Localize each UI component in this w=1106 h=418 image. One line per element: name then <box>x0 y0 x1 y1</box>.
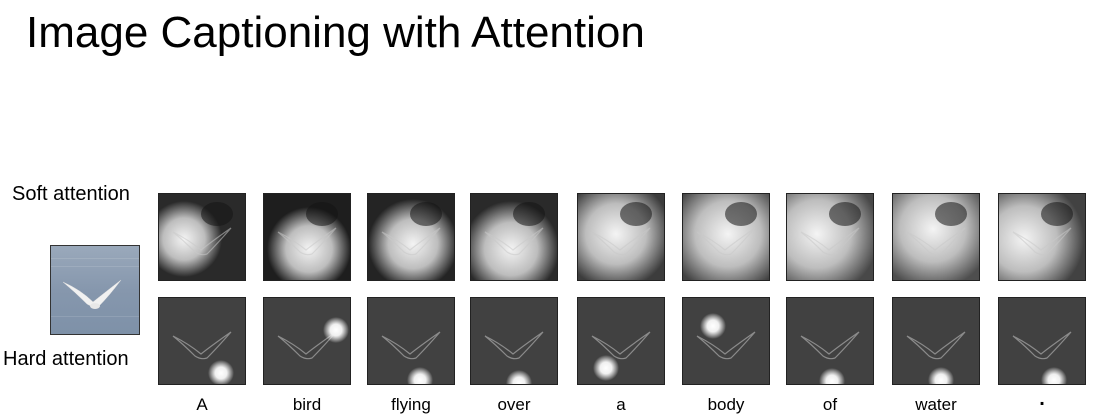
hard-attention-map <box>786 297 874 385</box>
hard-attention-map <box>892 297 980 385</box>
caption-word: a <box>616 395 626 414</box>
caption-word: of <box>822 395 838 414</box>
caption-word: flying <box>391 395 431 414</box>
caption-word: over <box>497 395 531 414</box>
caption-word: water <box>915 395 957 414</box>
caption-word: A <box>196 395 208 414</box>
soft-attention-map <box>892 193 980 281</box>
caption-word: bird <box>292 395 322 414</box>
hard-attention-map <box>998 297 1086 385</box>
soft-attention-map <box>998 193 1086 281</box>
soft-attention-map <box>263 193 351 281</box>
soft-attention-map <box>367 193 455 281</box>
soft-attention-map <box>786 193 874 281</box>
soft-attention-map <box>158 193 246 281</box>
hard-attention-map <box>682 297 770 385</box>
hard-attention-map <box>158 297 246 385</box>
hard-attention-map <box>367 297 455 385</box>
caption-word: . <box>1039 388 1045 410</box>
hard-attention-map <box>470 297 558 385</box>
hard-attention-map <box>263 297 351 385</box>
soft-attention-map <box>682 193 770 281</box>
hard-attention-map <box>577 297 665 385</box>
soft-attention-map <box>577 193 665 281</box>
slide-title: Image Captioning with Attention <box>26 8 645 57</box>
soft-attention-map <box>470 193 558 281</box>
hard-attention-label: Hard attention <box>3 348 129 370</box>
caption-word: body <box>707 395 745 414</box>
soft-attention-label: Soft attention <box>12 183 130 205</box>
input-image <box>50 245 140 335</box>
